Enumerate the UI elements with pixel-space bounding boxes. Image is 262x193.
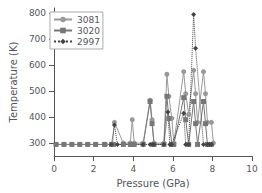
svg-text:3081: 3081 <box>77 15 100 25</box>
svg-text:500: 500 <box>29 86 46 96</box>
svg-text:3020: 3020 <box>77 26 100 36</box>
svg-text:6: 6 <box>170 164 176 174</box>
svg-text:2997: 2997 <box>77 37 100 47</box>
svg-text:Pressure (GPa): Pressure (GPa) <box>116 178 189 189</box>
svg-text:2: 2 <box>91 164 97 174</box>
svg-text:800: 800 <box>29 8 46 18</box>
svg-text:300: 300 <box>29 138 46 148</box>
svg-text:10: 10 <box>246 164 258 174</box>
svg-text:8: 8 <box>210 164 216 174</box>
svg-text:Temperature (K): Temperature (K) <box>8 42 19 124</box>
svg-text:600: 600 <box>29 60 46 70</box>
svg-text:4: 4 <box>130 164 136 174</box>
svg-text:0: 0 <box>51 164 57 174</box>
svg-text:400: 400 <box>29 112 46 122</box>
svg-text:700: 700 <box>29 34 46 44</box>
